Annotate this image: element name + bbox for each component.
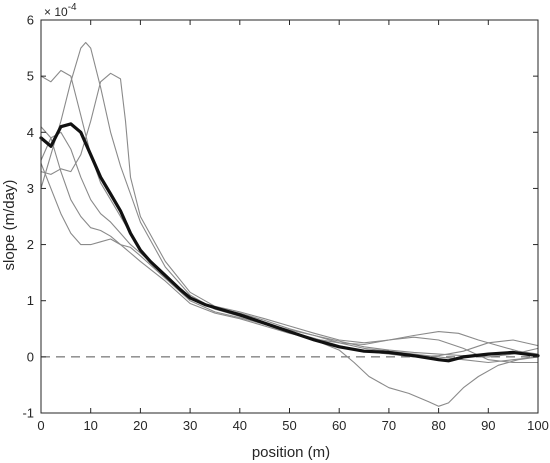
y-axis-label: slope (m/day)	[1, 180, 18, 271]
y-tick-label: 3	[27, 181, 34, 196]
x-tick-label: 40	[233, 418, 247, 433]
individual-series-line-4	[40, 162, 539, 358]
x-tick-label: 80	[431, 418, 445, 433]
individual-series-line-1	[40, 69, 539, 364]
x-axis-label: position (m)	[252, 444, 330, 461]
y-tick-label: 4	[27, 125, 34, 140]
x-tick-label: 30	[183, 418, 197, 433]
individual-series-line-3	[40, 72, 539, 364]
x-tick-label: 50	[282, 418, 296, 433]
y-multiplier-label: × 10-4	[44, 2, 77, 19]
x-tick-label: 90	[481, 418, 495, 433]
y-tick-label: 6	[27, 13, 34, 28]
y-tick-label: 1	[27, 293, 34, 308]
y-multiplier-base: × 10	[44, 5, 68, 19]
y-tick-label: 5	[27, 69, 34, 84]
x-tick-label: 20	[133, 418, 147, 433]
x-tick-label: 0	[37, 418, 44, 433]
individual-series-line-5	[40, 126, 539, 355]
x-tick-label: 70	[382, 418, 396, 433]
y-tick-label: 0	[27, 349, 34, 364]
axes-box	[40, 19, 539, 414]
x-tick-label: 100	[527, 418, 549, 433]
individual-series-line-6	[40, 131, 539, 358]
y-multiplier-exponent: -4	[68, 2, 77, 13]
x-tick-label: 10	[83, 418, 97, 433]
x-tick-label: 60	[332, 418, 346, 433]
mean-series-line	[39, 122, 540, 363]
y-tick-label: -1	[22, 406, 34, 421]
y-tick-label: 2	[27, 237, 34, 252]
plot-area	[39, 41, 540, 407]
